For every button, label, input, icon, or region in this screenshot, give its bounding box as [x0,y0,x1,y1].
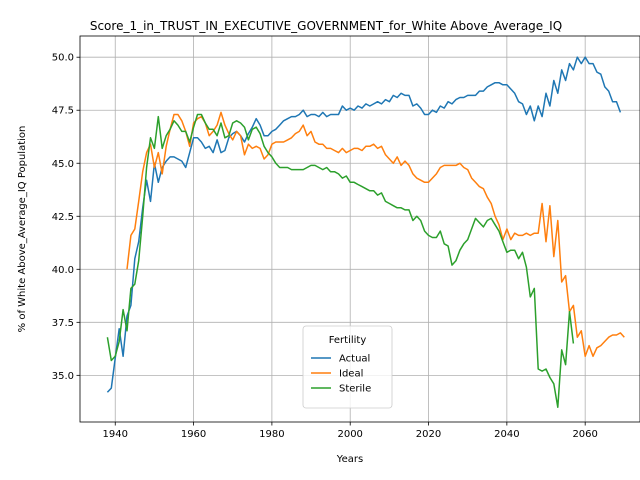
legend-label-actual: Actual [339,354,370,365]
chart-title: Score_1_in_TRUST_IN_EXECUTIVE_GOVERNMENT… [90,19,562,33]
x-tick-label: 1960 [181,429,206,440]
legend-title: Fertility [329,335,367,346]
legend-entries: Actual Ideal Sterile [311,354,371,395]
legend-label-sterile: Sterile [339,384,371,395]
x-axis-label: Years [336,454,363,465]
y-axis-label: % of White Above_Average_IQ Population [17,126,28,333]
y-tick-label: 40.0 [52,265,74,276]
series-line-actual [106,56,622,393]
plot-frame [79,35,640,423]
x-tick-label: 2040 [494,429,519,440]
series-line-ideal [126,111,625,358]
y-tick-label: 35.0 [52,371,74,382]
x-tick-label: 1940 [103,429,128,440]
x-tick-label: 2020 [416,429,441,440]
y-tick-label: 45.0 [52,159,74,170]
y-tick-label: 42.5 [52,212,74,223]
y-tick-label: 47.5 [52,106,74,117]
series-lines [106,56,625,408]
grid [80,36,640,422]
legend: Fertility Actual Ideal Sterile [302,325,393,409]
x-tick-label: 2060 [572,429,597,440]
axis-ticks: 1940 1960 1980 2000 2020 2040 2060 35.0 37.5 40.0… [52,53,598,440]
y-tick-label: 37.5 [52,318,74,329]
x-tick-label: 1980 [259,429,284,440]
series-line-sterile [106,113,575,408]
y-tick-label: 50.0 [52,53,74,64]
legend-label-ideal: Ideal [339,369,363,380]
x-tick-label: 2000 [337,429,362,440]
